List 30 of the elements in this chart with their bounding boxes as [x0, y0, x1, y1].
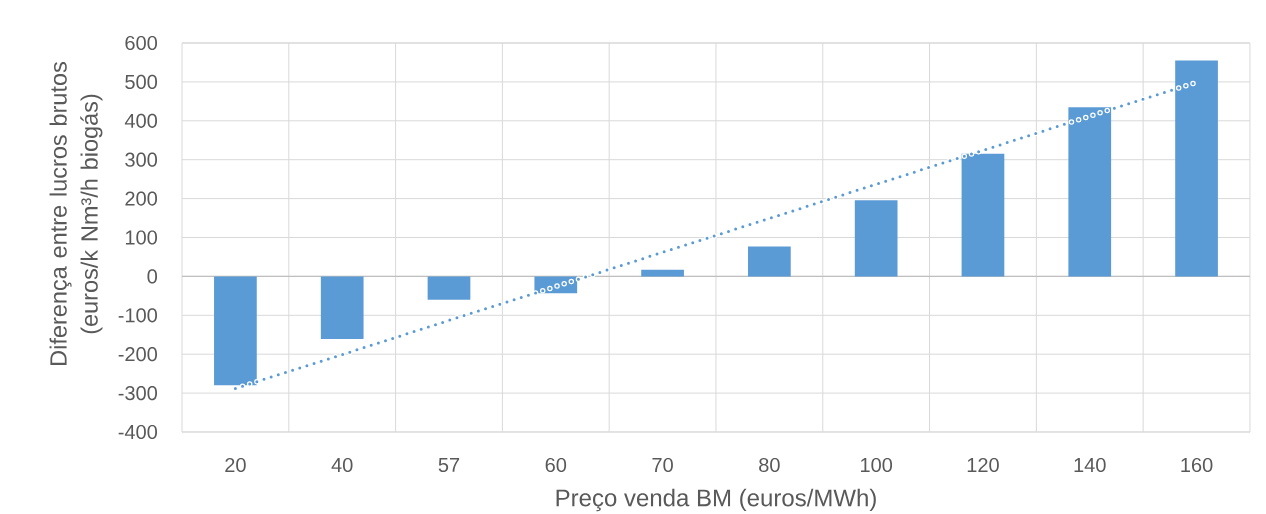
- bar: [641, 269, 684, 277]
- x-tick-label: 140: [1074, 457, 1106, 473]
- bar: [427, 276, 471, 300]
- y-tick-label: 0: [147, 269, 158, 284]
- x-tick-label: 70: [652, 457, 673, 473]
- y-tick-label: 100: [125, 230, 158, 245]
- bar: [854, 200, 898, 277]
- y-tick-label: -400: [118, 424, 158, 440]
- bar: [320, 276, 364, 340]
- bar: [1068, 107, 1112, 277]
- y-tick-label: 300: [125, 152, 158, 167]
- y-tick-label: 400: [124, 113, 158, 128]
- x-tick-label: 57: [438, 458, 460, 472]
- y-tick-label: 500: [125, 74, 158, 89]
- y-tick-label: -300: [118, 386, 158, 401]
- x-tick-label: 80: [759, 457, 780, 473]
- y-tick-label: 200: [125, 191, 158, 206]
- y-tick-label: -200: [118, 347, 158, 362]
- x-tick-label: 20: [225, 457, 246, 473]
- x-tick-label: 40: [331, 457, 353, 473]
- y-axis-title: Diferença entre lucros brutos (euros/k Nm³/h biogás): [49, 62, 103, 365]
- x-axis-title: Preço venda BM (euros/MWh): [556, 488, 876, 512]
- bar: [748, 246, 791, 277]
- y-tick-label: 600: [125, 35, 158, 51]
- y-tick-label: -100: [118, 308, 158, 323]
- x-tick-label: 100: [861, 457, 893, 473]
- x-tick-label: 120: [967, 457, 999, 473]
- x-tick-label: 60: [545, 457, 567, 473]
- x-tick-label: 160: [1181, 457, 1213, 473]
- bar: [961, 153, 1005, 277]
